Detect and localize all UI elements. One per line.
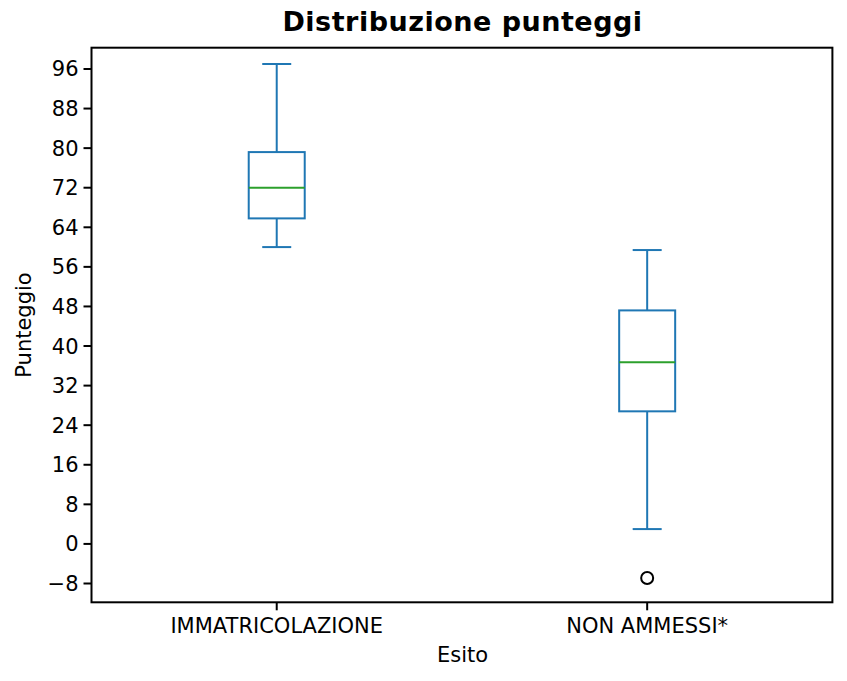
x-tick-label: NON AMMESSI*: [566, 614, 728, 638]
y-tick-label: 40: [52, 335, 79, 359]
y-tick-label: −8: [48, 572, 79, 596]
y-axis-label: Punteggio: [12, 272, 36, 377]
matplotlib-figure: −8 0 8 16 24 32 40 48 56 64 72 80 88 96 IMMATRICOLAZIO…: [0, 0, 847, 681]
y-tick-label: 80: [52, 137, 79, 161]
boxplot-canvas: −8 0 8 16 24 32 40 48 56 64 72 80 88 96 IMMATRICOLAZIO…: [0, 0, 847, 681]
iqr-box: [249, 152, 305, 218]
y-tick-label: 32: [52, 374, 79, 398]
y-tick-label: 88: [52, 97, 79, 121]
y-tick-label: 72: [52, 176, 79, 200]
y-tick-label: 48: [52, 295, 79, 319]
axes-spines: [92, 48, 833, 603]
chart-title: Distribuzione punteggi: [92, 6, 833, 37]
x-axis-label: Esito: [92, 643, 833, 667]
y-tick-label: 16: [52, 453, 79, 477]
outlier-marker: [641, 572, 653, 584]
y-tick-label: 64: [52, 216, 79, 240]
y-tick-label: 24: [52, 414, 79, 438]
y-tick-label: 0: [65, 532, 78, 556]
y-tick-label: 96: [52, 57, 79, 81]
x-tick-label: IMMATRICOLAZIONE: [170, 614, 383, 638]
y-tick-label: 8: [65, 493, 78, 517]
y-tick-label: 56: [52, 255, 79, 279]
iqr-box: [619, 310, 675, 411]
